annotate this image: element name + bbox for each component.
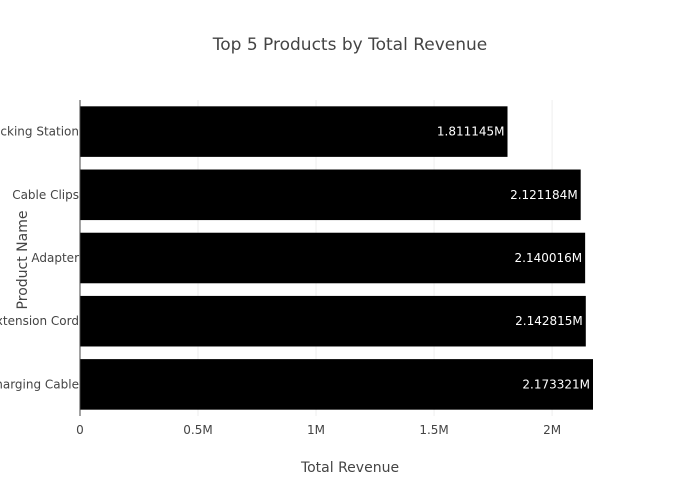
y-axis-title: Product Name bbox=[15, 211, 31, 310]
y-tick-label: Cable Clips bbox=[12, 188, 79, 202]
x-tick-labels: 0 0.5M 1M 1.5M 2M bbox=[76, 423, 561, 437]
bar bbox=[80, 106, 508, 157]
bar-value-label: 1.811145M bbox=[437, 125, 505, 139]
bar-value-label: 2.140016M bbox=[515, 251, 583, 265]
x-tick-label: 2M bbox=[543, 423, 561, 437]
bar bbox=[80, 295, 586, 347]
bar bbox=[80, 232, 586, 284]
data-labels: 2.173321M 2.142815M 2.140016M 2.121184M 1.81… bbox=[437, 125, 590, 392]
x-tick-label: 0.5M bbox=[183, 423, 212, 437]
x-axis-title: Total Revenue bbox=[300, 460, 399, 476]
x-tick-label: 1.5M bbox=[419, 423, 448, 437]
y-tick-label: Charging Cable bbox=[0, 377, 79, 391]
y-tick-label: Extension Cord bbox=[0, 314, 79, 328]
y-tick-labels: Charging Cable Extension Cord Adapter Cable… bbox=[0, 125, 79, 392]
bar bbox=[80, 169, 581, 221]
y-tick-label: Adapter bbox=[31, 251, 79, 265]
bar-value-label: 2.121184M bbox=[510, 188, 578, 202]
bar bbox=[80, 359, 593, 410]
y-tick-label: Docking Station bbox=[0, 125, 79, 139]
x-tick-label: 1M bbox=[307, 423, 325, 437]
bars bbox=[80, 106, 593, 410]
x-tick-label: 0 bbox=[76, 423, 84, 437]
chart-title: Top 5 Products by Total Revenue bbox=[212, 35, 488, 55]
bar-value-label: 2.173321M bbox=[522, 377, 590, 391]
bar-value-label: 2.142815M bbox=[515, 314, 583, 328]
